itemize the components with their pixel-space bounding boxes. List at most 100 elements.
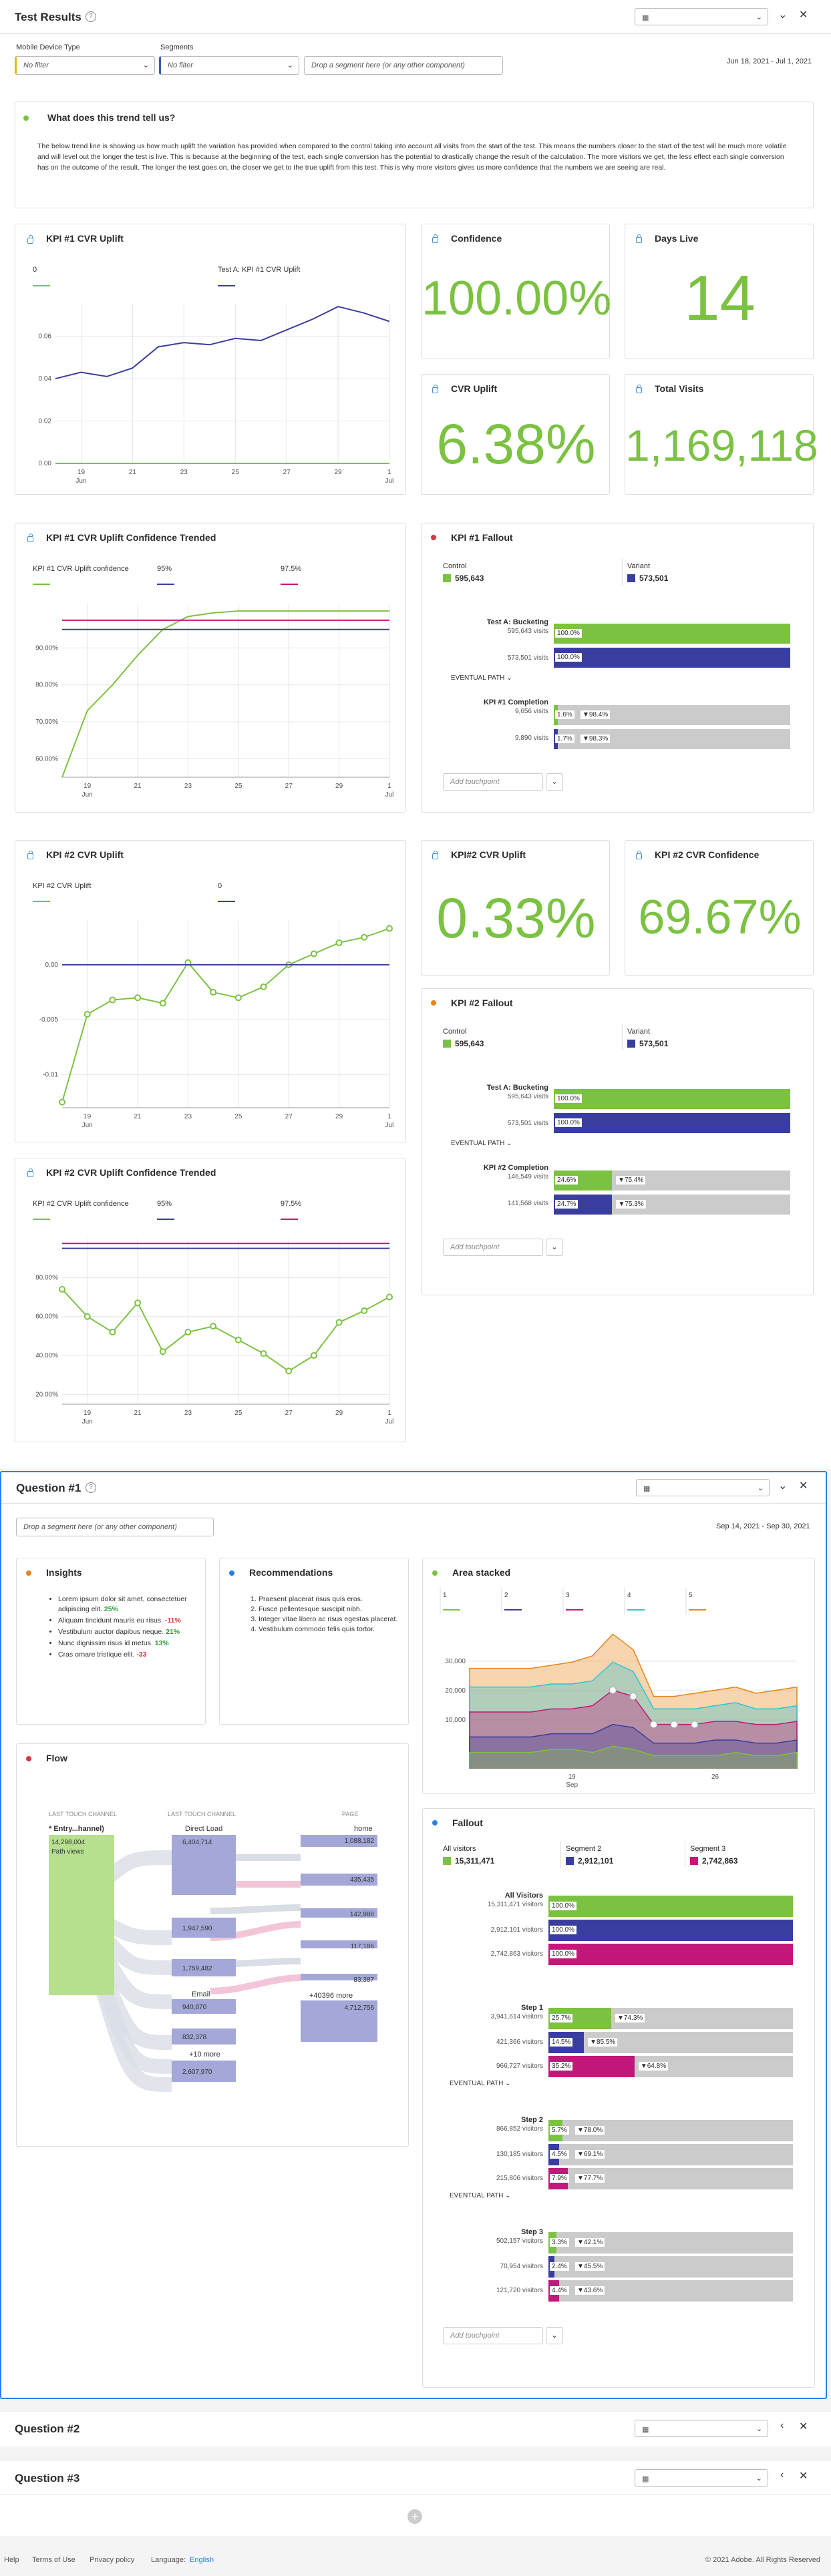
flow-column-header: LAST TOUCH CHANNEL: [168, 1811, 236, 1817]
step-visits: 9,656 visits: [514, 708, 548, 715]
flow-diagram[interactable]: LAST TOUCH CHANNEL LAST TOUCH CHANNEL PAGE…: [17, 1784, 409, 2105]
expand-icon[interactable]: ‹: [780, 2420, 784, 2431]
privacy-link[interactable]: Privacy policy: [90, 2556, 135, 2564]
chevron-down-icon[interactable]: ⌄: [546, 1239, 563, 1256]
chevron-down-icon[interactable]: ⌄: [546, 2327, 563, 2344]
data-point: [234, 1336, 242, 1343]
terms-link[interactable]: Terms of Use: [32, 2556, 75, 2564]
legend-label: 0: [218, 882, 222, 890]
kpi2-confidence-chart: 19 21 23 25 27 29 1 Jun Jul 80.00% 60.00% 40.00% 20.…: [35, 1239, 393, 1426]
y-tick-label: 30,000: [445, 1658, 466, 1665]
chevron-down-icon[interactable]: ⌄: [546, 773, 563, 791]
segment-swatch: [566, 1857, 574, 1865]
data-point: [260, 983, 267, 990]
x-tick-label: 21: [129, 469, 137, 476]
close-icon[interactable]: ✕: [799, 2421, 808, 2432]
fallout-drop: ▼78.0%: [575, 2126, 605, 2135]
segment-drop-zone[interactable]: Drop a segment here (or any other compon…: [16, 1518, 214, 1536]
add-touchpoint-input[interactable]: Add touchpoint: [443, 2327, 543, 2344]
info-icon[interactable]: ?: [86, 11, 96, 22]
data-point: [159, 1348, 166, 1355]
flow-node: [172, 2061, 236, 2082]
data-point: [234, 994, 242, 1002]
flow-link: [86, 1956, 172, 2092]
status-dot-icon: [431, 1000, 436, 1006]
trend-explanation-card: What does this trend tell us? The below …: [15, 101, 814, 208]
language-link[interactable]: English: [190, 2556, 214, 2564]
x-tick-label: 29: [335, 1113, 343, 1120]
legend-label: KPI #1 CVR Uplift confidence: [33, 565, 129, 573]
question3-panel: Question #3 ▦ ⌄ ‹ ✕ +: [0, 2461, 831, 2536]
collapse-icon[interactable]: ⌄: [778, 1480, 788, 1492]
segment-drop-zone[interactable]: Drop a segment here (or any other compon…: [304, 56, 503, 75]
eventual-path-toggle[interactable]: EVENTUAL PATH ⌄: [450, 2192, 511, 2199]
lock-icon: [636, 234, 642, 243]
panel-dropdown[interactable]: ▦ ⌄: [635, 2420, 768, 2437]
date-range[interactable]: Jun 18, 2021 - Jul 1, 2021: [727, 57, 812, 65]
eventual-path-toggle[interactable]: EVENTUAL PATH ⌄: [451, 674, 512, 682]
help-link[interactable]: Help: [4, 2556, 19, 2564]
y-tick-label: 60.00%: [35, 1313, 58, 1321]
recommendation-item: Fusce pellentesque suscipit nibh.: [259, 1604, 399, 1615]
flow-entry-value: 14,298,004: [51, 1839, 85, 1846]
panel-dropdown[interactable]: ▦ ⌄: [635, 2469, 768, 2487]
data-point: [609, 1686, 617, 1694]
flow-column-header: PAGE: [342, 1811, 358, 1817]
fallout-pct: 25.7%: [550, 2014, 573, 2022]
segment-label: All visitors: [443, 1845, 476, 1853]
step-visitors: 502,157 visitors: [496, 2237, 543, 2245]
filter-label-segments: Segments: [160, 43, 194, 51]
x-tick-label: 27: [283, 469, 291, 476]
legend-line: [157, 1219, 174, 1220]
add-touchpoint-input[interactable]: Add touchpoint: [443, 1239, 543, 1256]
flow-title: Flow: [46, 1753, 67, 1763]
date-range[interactable]: Sep 14, 2021 - Sep 30, 2021: [716, 1522, 810, 1530]
series-line: [61, 927, 390, 1103]
step-visitors: 866,852 visitors: [496, 2125, 543, 2133]
panel-dropdown[interactable]: ▦ ⌄: [636, 1479, 770, 1496]
info-icon[interactable]: ?: [86, 1482, 96, 1493]
data-point: [310, 1352, 317, 1359]
flow-node-label: Email: [192, 1990, 210, 1998]
flow-link: [210, 1974, 301, 1994]
panel-dropdown[interactable]: ▦ ⌄: [635, 8, 768, 25]
y-tick-label: 20,000: [445, 1687, 466, 1695]
area-layer: [469, 1661, 798, 1769]
flow-node-value: 940,870: [182, 2004, 207, 2011]
legend-label: KPI #2 CVR Uplift confidence: [33, 1200, 129, 1208]
flow-entry-node: [49, 1835, 114, 1995]
fallout-bar: [554, 648, 790, 668]
x-tick-label: 21: [134, 1113, 142, 1120]
trend-text: The below trend line is showing us how m…: [37, 142, 787, 172]
lock-icon: [27, 235, 33, 244]
add-panel-icon[interactable]: +: [407, 2509, 422, 2524]
legend-line: [157, 584, 174, 585]
eventual-path-toggle[interactable]: EVENTUAL PATH ⌄: [450, 2080, 511, 2087]
device-filter-select[interactable]: No filter ⌄: [15, 56, 155, 75]
recommendation-item: Vestibulum commodo felis quis tortor.: [259, 1625, 399, 1635]
kpi1-uplift-chart: 19 21 23 25 27 29 1 Jun Jul 0.06 0.04 0.02 0.00: [39, 304, 393, 485]
data-point: [386, 1293, 393, 1301]
kpi2-confidence-chart-card: KPI #2 CVR Uplift Confidence Trended KPI…: [15, 1158, 406, 1442]
x-tick-label: 29: [335, 1410, 343, 1417]
expand-icon[interactable]: ‹: [780, 2469, 784, 2481]
flow-node-value: 435,435: [350, 1876, 375, 1884]
close-icon[interactable]: ✕: [799, 2471, 808, 2482]
segments-filter-select[interactable]: No filter ⌄: [159, 56, 299, 75]
legend-label: 2: [504, 1592, 508, 1599]
step-visits: 595,643 visits: [507, 628, 548, 635]
flow-node-value: 117,186: [351, 1943, 375, 1950]
fallout-title: KPI #2 Fallout: [451, 998, 513, 1008]
eventual-path-toggle[interactable]: EVENTUAL PATH ⌄: [451, 1140, 512, 1147]
fallout-card: Fallout All visitors 15,311,471 Segment 2 2,…: [422, 1808, 815, 2388]
divider: [0, 33, 831, 34]
data-point: [670, 1721, 678, 1729]
flow-node: [172, 1918, 236, 1938]
lock-icon: [432, 851, 438, 859]
add-touchpoint-input[interactable]: Add touchpoint: [443, 773, 543, 791]
collapse-icon[interactable]: ⌄: [778, 9, 788, 21]
insights-title: Insights: [46, 1567, 82, 1578]
close-icon[interactable]: ✕: [799, 1480, 808, 1492]
segment-value: 2,912,101: [578, 1856, 614, 1866]
close-icon[interactable]: ✕: [799, 9, 808, 21]
